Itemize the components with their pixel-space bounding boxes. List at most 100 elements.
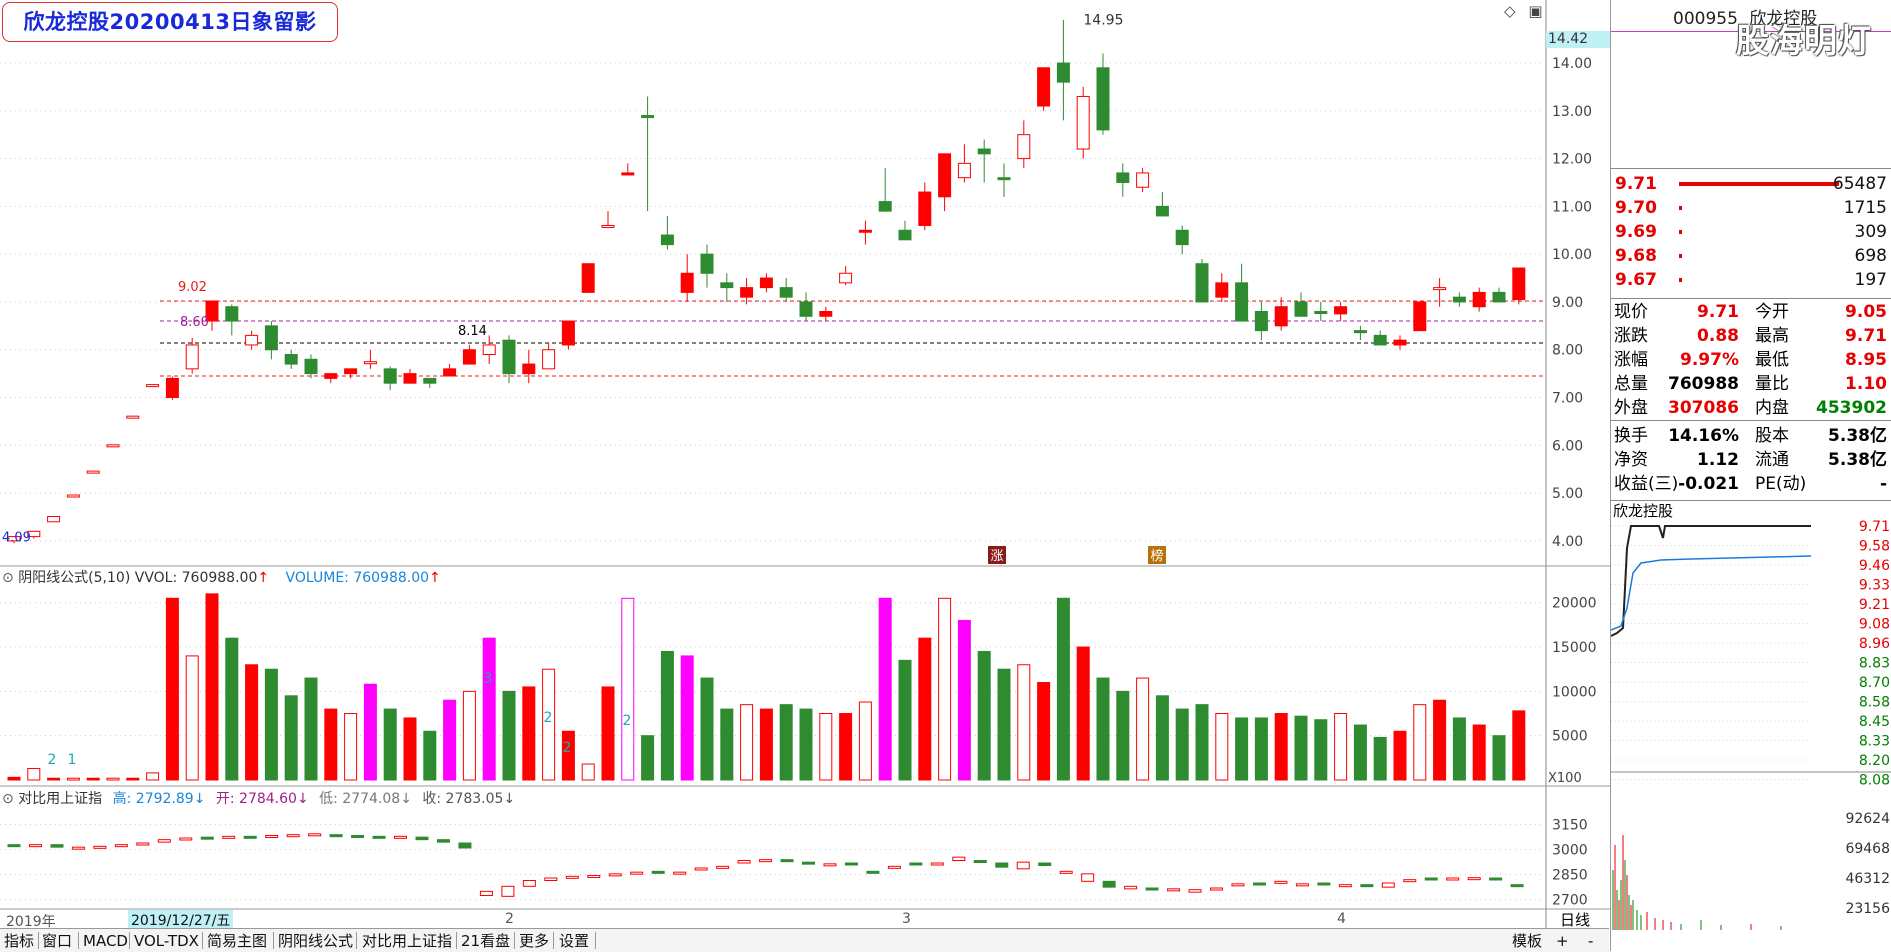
- index-candle: [286, 834, 300, 838]
- stat-label: 内盘: [1755, 398, 1789, 418]
- candle: [245, 334, 259, 346]
- quote-panel: 000955 欣龙控股 9.71 65487 9.70 1715 9.69 309 9.68…: [1610, 0, 1891, 951]
- tab-settings[interactable]: 设置: [559, 932, 590, 950]
- stat-label: 收益(三): [1614, 474, 1679, 494]
- volume-bar: [344, 713, 358, 781]
- tab-more[interactable]: 更多: [519, 932, 550, 950]
- volume-bar: [522, 686, 536, 781]
- candle: [1512, 267, 1526, 301]
- order-row[interactable]: 9.70 1715: [1611, 196, 1889, 220]
- price-annotation: 4.09: [2, 531, 31, 546]
- candle: [858, 229, 872, 233]
- stat-row: 收益(三) -0.021 PE(动) -: [1611, 472, 1889, 496]
- candle: [185, 344, 199, 370]
- index-candle: [1274, 880, 1288, 884]
- order-row[interactable]: 9.69 309: [1611, 220, 1889, 244]
- collapse-icon[interactable]: ⊙: [2, 791, 14, 807]
- candle: [7, 536, 21, 542]
- volume-multiplier: X100: [1548, 771, 1582, 786]
- volume-bar: [839, 713, 853, 781]
- template-button[interactable]: 模板: [1512, 932, 1543, 950]
- tab-window[interactable]: 窗口: [42, 932, 73, 950]
- price-axis-label: 9.00: [1552, 295, 1583, 311]
- index-candle: [179, 837, 193, 841]
- stat-row: 涨跌 0.88 最高 9.71: [1611, 324, 1889, 348]
- chart-canvas[interactable]: 14.0013.0012.0011.0010.009.008.007.006.0…: [0, 0, 1610, 928]
- stat-row: 外盘 307086 内盘 453902: [1611, 396, 1889, 420]
- stat-row: 总量 760988 量比 1.10: [1611, 372, 1889, 396]
- candle: [1076, 95, 1090, 150]
- tab-indicator[interactable]: 指标: [4, 932, 35, 950]
- month-label: 3: [902, 911, 911, 927]
- volume-bar: [1373, 736, 1387, 781]
- marker-zhang-text: 涨: [990, 549, 1003, 564]
- price-axis-label: 5.00: [1552, 486, 1583, 502]
- tab-yinyang[interactable]: 阴阳线公式: [278, 932, 354, 950]
- volume-bar: [443, 699, 457, 781]
- candle: [284, 354, 298, 365]
- intraday-axis-label: 8.33: [1859, 734, 1890, 750]
- candle: [86, 470, 100, 474]
- zoom-out-button[interactable]: -: [1588, 932, 1594, 950]
- high-price-annotation: 14.95: [1083, 13, 1123, 29]
- index-candle: [50, 844, 64, 848]
- stat-value: 14.16%: [1668, 426, 1739, 446]
- index-candle: [1252, 882, 1266, 886]
- indicator-name[interactable]: 阴阳线公式(5,10): [18, 570, 131, 586]
- stat-label: 换手: [1614, 426, 1648, 446]
- volume-bar: [264, 668, 278, 781]
- tab-simple-main[interactable]: 简易主图: [207, 932, 268, 950]
- volume-bar: [47, 777, 61, 781]
- index-candle: [265, 835, 279, 838]
- index-candle: [501, 885, 515, 897]
- marker-bang-text: 榜: [1150, 548, 1163, 564]
- intraday-axis-label: 8.83: [1859, 656, 1890, 672]
- marker-bang: [1148, 546, 1166, 564]
- order-row[interactable]: 9.71 65487: [1611, 172, 1889, 196]
- volume-count-label: 2: [544, 710, 553, 726]
- index-name[interactable]: 对比用上证指: [18, 791, 103, 807]
- order-row[interactable]: 9.67 197: [1611, 268, 1889, 292]
- volume-bar: [27, 767, 41, 781]
- order-volume: 1715: [1843, 198, 1887, 218]
- index-candle: [759, 859, 773, 863]
- index-candle: [887, 865, 901, 869]
- diamond-icon[interactable]: ◇: [1504, 2, 1516, 20]
- stat-label: 总量: [1614, 374, 1648, 394]
- period-label[interactable]: 日线: [1560, 911, 1591, 929]
- stat-value: 5.38亿: [1828, 426, 1887, 446]
- collapse-icon[interactable]: ⊙: [2, 570, 14, 586]
- volume-bar: [383, 708, 397, 781]
- index-candle: [1124, 885, 1138, 890]
- volume-bar: [324, 708, 338, 781]
- index-candle: [973, 860, 987, 863]
- chart-toolbar-icons[interactable]: ◇ ▣: [1504, 2, 1543, 20]
- tab-vol-tdx[interactable]: VOL-TDX: [134, 932, 199, 950]
- candle: [779, 287, 793, 298]
- candle: [1235, 282, 1249, 322]
- index-candle: [28, 844, 42, 848]
- intraday-chart[interactable]: 9.71 9.58 9.46 9.33 9.21 9.08 8.96 8.83 8.70 8.58…: [1611, 518, 1891, 938]
- index-candle: [1188, 889, 1202, 893]
- price-axis-label: 10.00: [1552, 247, 1592, 263]
- candle: [1215, 282, 1229, 298]
- order-volume-bar: [1679, 278, 1682, 282]
- candle: [938, 153, 952, 198]
- price-axis-label: 14.00: [1552, 56, 1592, 72]
- intraday-axis-label: 9.71: [1859, 519, 1890, 535]
- stat-label: 现价: [1614, 302, 1648, 322]
- index-candle: [930, 862, 944, 866]
- volume-bar: [1452, 717, 1466, 781]
- zoom-in-button[interactable]: +: [1556, 932, 1569, 950]
- tab-index-compare[interactable]: 对比用上证指: [362, 932, 453, 950]
- volume-bar: [799, 708, 813, 781]
- window-icon[interactable]: ▣: [1528, 2, 1543, 20]
- tab-21-watch[interactable]: 21看盘: [461, 932, 511, 950]
- stat-value: 453902: [1816, 398, 1887, 418]
- index-candle: [1231, 883, 1245, 887]
- stat-value: -0.021: [1678, 474, 1739, 494]
- volume-bar: [502, 690, 516, 781]
- order-row[interactable]: 9.68 698: [1611, 244, 1889, 268]
- stat-label: 净资: [1614, 450, 1648, 470]
- tab-macd[interactable]: MACD: [83, 932, 128, 950]
